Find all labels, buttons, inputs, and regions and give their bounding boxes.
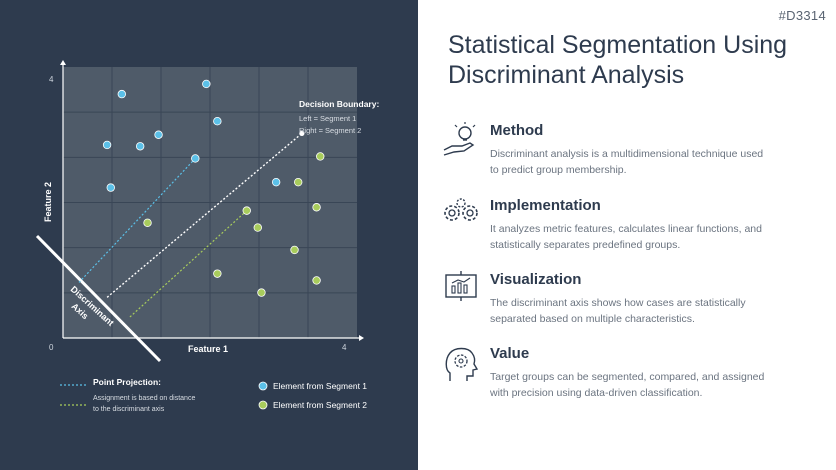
- segment-1-point: [202, 79, 211, 89]
- y-axis-title: Feature 2: [43, 182, 53, 222]
- projection-text-2: to the discriminant axis: [93, 406, 165, 413]
- item-heading: Implementation: [490, 197, 601, 214]
- page-title: Statistical Segmentation Using Discrimin…: [448, 31, 788, 89]
- legend-label-segment-1: Element from Segment 1: [273, 381, 367, 391]
- segment-2-point: [294, 177, 303, 187]
- legend-marker-segment-1: [258, 381, 268, 391]
- gears-icon: [444, 198, 478, 221]
- segment-1-point: [135, 142, 145, 151]
- presentation-chart-icon: [445, 271, 477, 301]
- boundary-title: Decision Boundary:: [299, 99, 379, 109]
- segment-1-point: [102, 140, 112, 150]
- projection-line: [128, 210, 248, 319]
- projection-text-1: Assignment is based on distance: [93, 395, 195, 402]
- x-axis-arrow: [359, 335, 364, 341]
- segment-2-point: [242, 206, 251, 215]
- item-visualization: Visualization The discriminant axis show…: [442, 271, 812, 341]
- segment-2-point: [213, 269, 222, 278]
- item-description: Discriminant analysis is a multidimensio…: [490, 148, 764, 176]
- slide-id: #D3314: [778, 8, 826, 23]
- segment-2-point: [312, 276, 321, 285]
- segment-1-point: [271, 177, 281, 187]
- segment-1-point: [106, 183, 115, 192]
- scatter-chart: 4 0 4 Feature 1 Feature 2 Decision Bound…: [35, 60, 379, 413]
- segment-2-point: [253, 223, 262, 232]
- item-heading: Value: [490, 345, 530, 362]
- segment-1-point: [154, 130, 163, 139]
- lightbulb-hand-icon: [443, 122, 476, 156]
- segment-2-point: [143, 218, 152, 228]
- item-description: Target groups can be segmented, compared…: [490, 371, 765, 399]
- projection-line: [77, 158, 196, 285]
- x-max-label: 4: [342, 343, 347, 352]
- boundary-right: Right = Segment 2: [299, 126, 361, 135]
- legend-label-segment-2: Element from Segment 2: [273, 400, 367, 410]
- item-method: Method Discriminant analysis is a multid…: [442, 122, 812, 192]
- segment-2-point: [312, 203, 321, 212]
- discriminant-axis: [35, 234, 162, 363]
- segment-2-point: [316, 152, 325, 161]
- segment-1-point: [117, 89, 126, 99]
- decision-boundary-endpoint: [299, 130, 305, 136]
- boundary-left: Left = Segment 1: [299, 114, 356, 123]
- item-value: Value Target groups can be segmented, co…: [442, 345, 812, 415]
- y-max-label: 4: [49, 75, 54, 84]
- segment-1-point: [191, 154, 200, 163]
- legend-marker-segment-2: [258, 400, 268, 410]
- item-description: The discriminant axis shows how cases ar…: [490, 297, 746, 325]
- decision-boundary-line: [106, 132, 303, 298]
- projection-title: Point Projection:: [93, 377, 161, 387]
- segment-2-point: [290, 245, 299, 255]
- item-implementation: Implementation It analyzes metric featur…: [442, 197, 812, 267]
- x-min-label: 0: [49, 343, 54, 352]
- item-heading: Method: [490, 122, 544, 139]
- x-axis-title: Feature 1: [188, 344, 228, 354]
- right-panel: [418, 0, 836, 470]
- item-description: It analyzes metric features, calculates …: [490, 223, 762, 251]
- segment-2-point: [257, 288, 266, 297]
- head-brain-icon: [445, 347, 479, 381]
- segment-1-point: [213, 116, 222, 126]
- y-axis-arrow: [60, 60, 66, 65]
- item-heading: Visualization: [490, 271, 582, 288]
